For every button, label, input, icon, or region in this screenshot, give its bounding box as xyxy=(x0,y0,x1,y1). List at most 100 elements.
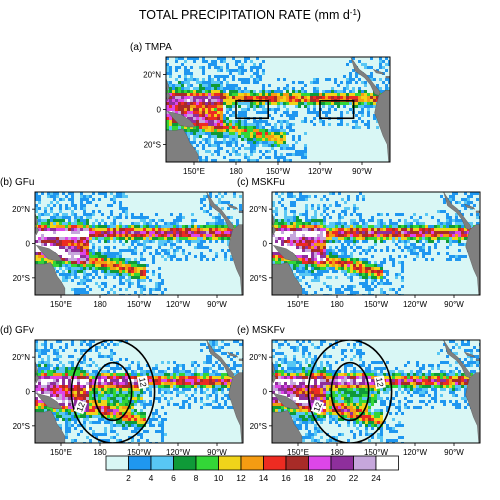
precip-cell xyxy=(302,228,305,231)
precip-cell xyxy=(220,75,223,78)
precip-cell xyxy=(332,255,335,258)
precip-cell xyxy=(362,237,365,240)
precip-cell xyxy=(344,246,347,249)
precip-cell xyxy=(365,261,368,264)
precip-cell xyxy=(286,159,289,162)
precip-cell xyxy=(122,388,125,391)
precip-cell xyxy=(68,385,71,388)
precip-cell xyxy=(284,231,287,234)
precip-cell xyxy=(83,255,86,258)
precip-cell xyxy=(329,258,332,261)
precip-cell xyxy=(110,225,113,228)
precip-cell xyxy=(235,90,238,93)
precip-cell xyxy=(224,231,227,234)
precip-cell xyxy=(308,195,311,198)
precip-cell xyxy=(341,198,344,201)
precip-cell xyxy=(83,361,86,364)
precip-cell xyxy=(62,373,65,376)
precip-cell xyxy=(137,388,140,391)
precip-cell xyxy=(293,234,296,237)
precip-cell xyxy=(206,222,209,225)
precip-cell xyxy=(50,370,53,373)
precip-cell xyxy=(350,219,353,222)
precip-cell xyxy=(35,343,38,346)
precip-cell xyxy=(280,132,283,135)
precip-cell xyxy=(47,364,50,367)
precip-cell xyxy=(167,391,170,394)
precip-cell xyxy=(317,252,320,255)
precip-cell xyxy=(298,150,301,153)
precip-cell xyxy=(343,90,346,93)
precip-cell xyxy=(161,382,164,385)
precip-cell xyxy=(80,367,83,370)
precip-cell xyxy=(193,111,196,114)
precip-cell xyxy=(187,114,190,117)
precip-cell xyxy=(134,246,137,249)
precip-cell xyxy=(217,90,220,93)
precip-cell xyxy=(205,87,208,90)
precip-cell xyxy=(199,114,202,117)
precip-cell xyxy=(313,102,316,105)
precip-cell xyxy=(262,90,265,93)
precip-cell xyxy=(38,403,41,406)
precip-cell xyxy=(320,243,323,246)
precip-cell xyxy=(101,264,104,267)
precip-cell xyxy=(364,84,367,87)
precip-cell xyxy=(224,403,227,406)
precip-cell xyxy=(323,207,326,210)
precip-cell xyxy=(323,270,326,273)
precip-cell xyxy=(143,276,146,279)
precip-cell xyxy=(68,258,71,261)
precip-cell xyxy=(107,234,110,237)
precip-cell xyxy=(278,219,281,222)
precip-cell xyxy=(205,126,208,129)
precip-cell xyxy=(95,379,98,382)
precip-cell xyxy=(92,397,95,400)
precip-cell xyxy=(175,69,178,72)
precip-cell xyxy=(187,96,190,99)
precip-cell xyxy=(305,246,308,249)
precip-cell xyxy=(140,288,143,291)
precip-cell xyxy=(86,255,89,258)
precip-cell xyxy=(134,237,137,240)
precip-cell xyxy=(38,367,41,370)
precip-cell xyxy=(77,364,80,367)
precip-cell xyxy=(464,243,467,246)
precip-cell xyxy=(274,150,277,153)
precip-cell xyxy=(440,222,443,225)
precip-cell xyxy=(461,228,464,231)
precip-cell xyxy=(256,102,259,105)
precip-cell xyxy=(371,288,374,291)
precip-cell xyxy=(203,237,206,240)
precip-cell xyxy=(50,382,53,385)
precip-cell xyxy=(131,361,134,364)
precip-cell xyxy=(419,246,422,249)
precip-cell xyxy=(119,418,122,421)
precip-cell xyxy=(220,87,223,90)
precip-cell xyxy=(128,249,131,252)
precip-cell xyxy=(428,228,431,231)
precip-cell xyxy=(215,388,218,391)
precip-cell xyxy=(446,219,449,222)
precip-cell xyxy=(349,78,352,81)
precip-cell xyxy=(293,243,296,246)
precip-cell xyxy=(65,397,68,400)
precip-cell xyxy=(217,117,220,120)
precip-cell xyxy=(220,66,223,69)
precip-cell xyxy=(283,87,286,90)
precip-cell xyxy=(220,69,223,72)
precip-cell xyxy=(80,270,83,273)
precip-cell xyxy=(80,340,83,343)
precip-cell xyxy=(290,195,293,198)
precip-cell xyxy=(122,258,125,261)
precip-cell xyxy=(161,219,164,222)
precip-cell xyxy=(86,379,89,382)
precip-cell xyxy=(208,66,211,69)
precip-cell xyxy=(59,231,62,234)
precip-cell xyxy=(443,198,446,201)
precip-cell xyxy=(113,234,116,237)
precip-cell xyxy=(95,273,98,276)
precip-cell xyxy=(371,276,374,279)
precip-cell xyxy=(170,240,173,243)
precip-cell xyxy=(95,415,98,418)
